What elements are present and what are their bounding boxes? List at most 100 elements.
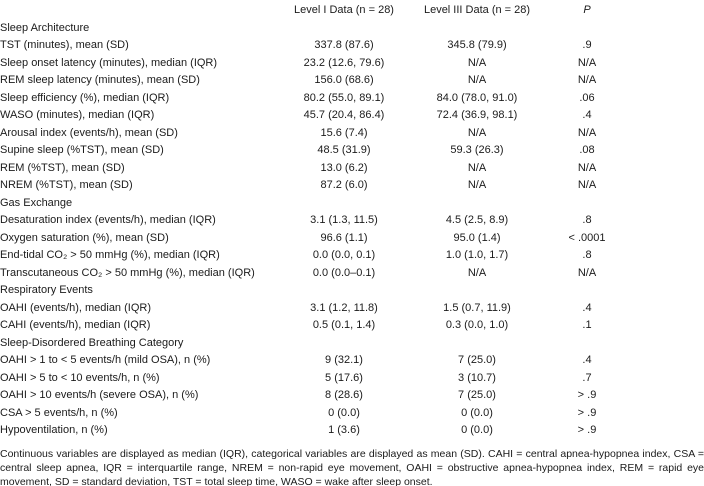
level3-value: 0 (0.0) [461, 406, 493, 419]
p-value: N/A [577, 126, 597, 139]
level3-value: 3 (10.7) [458, 371, 496, 384]
level3-value: 84.0 (78.0, 91.0) [436, 91, 518, 104]
row-label: OAHI > 5 to < 10 events/h, n (%) [0, 371, 160, 384]
table-row: OAHI > 1 to < 5 events/h (mild OSA), n (… [0, 352, 704, 370]
row-label: OAHI > 10 events/h (severe OSA), n (%) [0, 389, 199, 401]
level3-value: N/A [467, 56, 487, 69]
p-value: N/A [577, 266, 597, 279]
level1-value: 80.2 (55.0, 89.1) [303, 91, 385, 104]
header-row: Level I Data (n = 28) Level III Data (n … [0, 2, 704, 20]
row-label: REM (%TST), mean (SD) [0, 161, 125, 174]
table-row: Supine sleep (%TST), mean (SD) 48.5 (31.… [0, 142, 704, 160]
column-header-empty [0, 2, 285, 20]
level1-value: 48.5 (31.9) [317, 144, 371, 156]
p-value: < .0001 [568, 231, 606, 244]
p-value: .4 [582, 301, 592, 314]
row-label: REM sleep latency (minutes), mean (SD) [0, 74, 200, 86]
table-row: OAHI > 5 to < 10 events/h, n (%) 5 (17.6… [0, 370, 704, 388]
level3-value: 1.0 (1.0, 1.7) [445, 249, 509, 261]
section-row: Sleep-Disordered Breathing Category [0, 335, 704, 353]
level3-value: 345.8 (79.9) [447, 39, 507, 51]
section-row: Respiratory Events [0, 282, 704, 300]
row-label: Hypoventilation, n (%) [0, 424, 108, 436]
table-row: NREM (%TST), mean (SD) 87.2 (6.0) N/A N/… [0, 177, 704, 195]
p-value: .8 [582, 249, 592, 261]
p-value: .1 [582, 319, 592, 331]
table-row: REM sleep latency (minutes), mean (SD) 1… [0, 72, 704, 90]
level1-value: 337.8 (87.6) [314, 39, 374, 51]
p-value: > .9 [577, 406, 597, 419]
level3-value: 95.0 (1.4) [453, 231, 501, 244]
level1-value: 8 (28.6) [325, 389, 363, 401]
level1-value: 15.6 (7.4) [320, 126, 368, 139]
p-value: .9 [582, 39, 592, 51]
table-row: WASO (minutes), median (IQR) 45.7 (20.4,… [0, 107, 704, 125]
p-value: .4 [582, 109, 592, 121]
p-value: N/A [577, 179, 597, 191]
p-value: N/A [577, 161, 597, 174]
p-value: .06 [579, 91, 595, 104]
level3-value: 0 (0.0) [461, 424, 493, 436]
table-row: OAHI > 10 events/h (severe OSA), n (%) 8… [0, 387, 704, 405]
column-header-level1: Level I Data (n = 28) [294, 4, 394, 16]
row-label: Desaturation index (events/h), median (I… [0, 214, 216, 226]
row-label: CAHI (events/h), median (IQR) [0, 319, 151, 331]
row-label: CSA > 5 events/h, n (%) [0, 406, 118, 419]
row-label: TST (minutes), mean (SD) [0, 39, 129, 51]
table-row: End-tidal CO₂ > 50 mmHg (%), median (IQR… [0, 247, 704, 265]
level3-value: N/A [467, 266, 487, 279]
table-row: OAHI (events/h), median (IQR) 3.1 (1.2, … [0, 300, 704, 318]
table-row: Sleep onset latency (minutes), median (I… [0, 55, 704, 73]
row-label: Transcutaneous CO₂ > 50 mmHg (%), median… [0, 266, 255, 279]
row-label: Oxygen saturation (%), mean (SD) [0, 231, 169, 244]
level1-value: 23.2 (12.6, 79.6) [303, 56, 385, 69]
p-value: > .9 [577, 424, 597, 436]
level1-value: 0.0 (0.0, 0.1) [312, 249, 376, 261]
table-row: Hypoventilation, n (%) 1 (3.6) 0 (0.0) >… [0, 422, 704, 440]
level1-value: 13.0 (6.2) [320, 161, 368, 174]
row-label: OAHI > 1 to < 5 events/h (mild OSA), n (… [0, 354, 211, 366]
p-value: N/A [577, 56, 597, 69]
p-value: .8 [582, 214, 592, 226]
level1-value: 5 (17.6) [325, 371, 363, 384]
row-label: Arousal index (events/h), mean (SD) [0, 126, 178, 139]
p-value: .08 [579, 144, 595, 156]
section-row: Sleep Architecture [0, 20, 704, 38]
level3-value: 72.4 (36.9, 98.1) [436, 109, 518, 121]
level1-value: 156.0 (68.6) [314, 74, 374, 86]
table-row: REM (%TST), mean (SD) 13.0 (6.2) N/A N/A [0, 160, 704, 178]
p-value: > .9 [577, 389, 597, 401]
level1-value: 87.2 (6.0) [320, 179, 368, 191]
level1-value: 0.0 (0.0–0.1) [312, 266, 376, 279]
table-row: Sleep efficiency (%), median (IQR) 80.2 … [0, 90, 704, 108]
section-title: Gas Exchange [0, 196, 73, 209]
column-header-spacer [623, 2, 704, 20]
table-row: Oxygen saturation (%), mean (SD) 96.6 (1… [0, 230, 704, 248]
row-label: NREM (%TST), mean (SD) [0, 179, 133, 191]
level3-value: N/A [467, 126, 487, 139]
level3-value: 7 (25.0) [458, 354, 496, 366]
level3-value: 1.5 (0.7, 11.9) [443, 301, 511, 314]
level1-value: 0 (0.0) [328, 406, 360, 419]
column-header-level3: Level III Data (n = 28) [423, 4, 531, 16]
table-row: Arousal index (events/h), mean (SD) 15.6… [0, 125, 704, 143]
section-row: Gas Exchange [0, 195, 704, 213]
section-title: Sleep Architecture [0, 21, 90, 34]
level1-value: 96.6 (1.1) [320, 231, 368, 244]
level3-value: 7 (25.0) [458, 389, 496, 401]
table-row: Desaturation index (events/h), median (I… [0, 212, 704, 230]
p-value: .4 [582, 354, 592, 366]
table-row: CAHI (events/h), median (IQR) 0.5 (0.1, … [0, 317, 704, 335]
table-row: Transcutaneous CO₂ > 50 mmHg (%), median… [0, 265, 704, 283]
level3-value: N/A [467, 74, 487, 86]
level3-value: 0.3 (0.0, 1.0) [445, 319, 509, 331]
row-label: OAHI (events/h), median (IQR) [0, 301, 151, 314]
level3-value: N/A [467, 161, 487, 174]
section-title: Sleep-Disordered Breathing Category [0, 336, 184, 349]
row-label: Sleep onset latency (minutes), median (I… [0, 56, 218, 69]
footnote: Continuous variables are displayed as me… [0, 447, 704, 486]
level1-value: 45.7 (20.4, 86.4) [303, 109, 385, 121]
level1-value: 1 (3.6) [328, 424, 360, 436]
results-table: Level I Data (n = 28) Level III Data (n … [0, 2, 704, 440]
